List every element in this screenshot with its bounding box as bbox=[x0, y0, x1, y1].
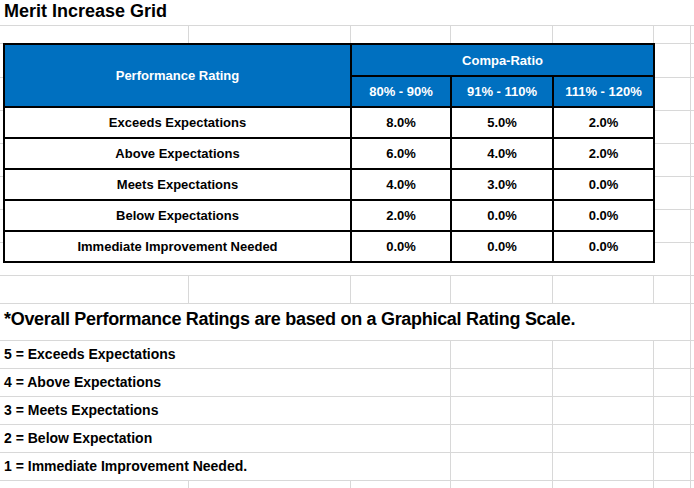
gridline-vertical bbox=[188, 275, 189, 303]
gridline-vertical bbox=[552, 275, 553, 303]
gridline-horizontal bbox=[0, 368, 694, 369]
legend-item-2: 2 = Below Expectation bbox=[4, 430, 152, 446]
grid-cell[interactable]: 0.0% bbox=[553, 169, 654, 200]
row-label[interactable]: Exceeds Expectations bbox=[4, 107, 351, 138]
gridline-vertical bbox=[450, 275, 451, 303]
grid-cell[interactable]: 8.0% bbox=[351, 107, 451, 138]
gridline-vertical bbox=[653, 275, 654, 303]
gridline-vertical bbox=[350, 275, 351, 303]
legend-item-3: 3 = Meets Expectations bbox=[4, 402, 158, 418]
grid-cell[interactable]: 2.0% bbox=[553, 107, 654, 138]
gridline-horizontal bbox=[0, 275, 694, 276]
gridline-horizontal bbox=[0, 396, 694, 397]
gridline-horizontal bbox=[0, 25, 694, 26]
gridline-horizontal bbox=[0, 480, 694, 481]
table-row: Immediate Improvement Needed 0.0% 0.0% 0… bbox=[4, 231, 654, 262]
gridline-vertical bbox=[350, 480, 351, 488]
grid-cell[interactable]: 0.0% bbox=[553, 200, 654, 231]
grid-cell[interactable]: 0.0% bbox=[351, 231, 451, 262]
gridline-vertical bbox=[188, 480, 189, 488]
legend-item-4: 4 = Above Expectations bbox=[4, 374, 161, 390]
range-header-91-110[interactable]: 91% - 110% bbox=[451, 76, 553, 107]
performance-rating-header-cell[interactable]: Performance Rating bbox=[4, 44, 351, 107]
gridline-vertical bbox=[690, 25, 691, 488]
gridline-horizontal bbox=[0, 424, 694, 425]
compa-ratio-header-cell[interactable]: Compa-Ratio bbox=[351, 44, 654, 76]
merit-increase-grid-table: Performance Rating Compa-Ratio 80% - 90%… bbox=[3, 43, 655, 263]
range-header-111-120[interactable]: 111% - 120% bbox=[553, 76, 654, 107]
footnote: *Overall Performance Ratings are based o… bbox=[4, 309, 575, 330]
row-label[interactable]: Meets Expectations bbox=[4, 169, 351, 200]
gridline-vertical bbox=[450, 25, 451, 43]
grid-cell[interactable]: 4.0% bbox=[451, 138, 553, 169]
page-title: Merit Increase Grid bbox=[4, 1, 167, 22]
gridline-vertical bbox=[188, 25, 189, 43]
table-row: Meets Expectations 4.0% 3.0% 0.0% bbox=[4, 169, 654, 200]
row-label[interactable]: Immediate Improvement Needed bbox=[4, 231, 351, 262]
table-row: Above Expectations 6.0% 4.0% 2.0% bbox=[4, 138, 654, 169]
grid-cell[interactable]: 6.0% bbox=[351, 138, 451, 169]
gridline-horizontal bbox=[0, 303, 694, 304]
gridline-vertical bbox=[350, 25, 351, 43]
legend-item-5: 5 = Exceeds Expectations bbox=[4, 346, 176, 362]
grid-cell[interactable]: 2.0% bbox=[553, 138, 654, 169]
gridline-vertical bbox=[653, 340, 654, 488]
table-row: Exceeds Expectations 8.0% 5.0% 2.0% bbox=[4, 107, 654, 138]
gridline-vertical bbox=[450, 340, 451, 488]
grid-cell[interactable]: 0.0% bbox=[451, 200, 553, 231]
grid-cell[interactable]: 2.0% bbox=[351, 200, 451, 231]
range-header-80-90[interactable]: 80% - 90% bbox=[351, 76, 451, 107]
grid-cell[interactable]: 0.0% bbox=[553, 231, 654, 262]
gridline-vertical bbox=[653, 25, 654, 43]
table-row: Below Expectations 2.0% 0.0% 0.0% bbox=[4, 200, 654, 231]
gridline-vertical bbox=[552, 25, 553, 43]
gridline-horizontal bbox=[0, 452, 694, 453]
grid-cell[interactable]: 3.0% bbox=[451, 169, 553, 200]
legend-item-1: 1 = Immediate Improvement Needed. bbox=[4, 458, 247, 474]
gridline-horizontal bbox=[0, 340, 694, 341]
row-label[interactable]: Above Expectations bbox=[4, 138, 351, 169]
grid-cell[interactable]: 5.0% bbox=[451, 107, 553, 138]
grid-cell[interactable]: 0.0% bbox=[451, 231, 553, 262]
row-label[interactable]: Below Expectations bbox=[4, 200, 351, 231]
gridline-vertical bbox=[552, 340, 553, 488]
grid-cell[interactable]: 4.0% bbox=[351, 169, 451, 200]
